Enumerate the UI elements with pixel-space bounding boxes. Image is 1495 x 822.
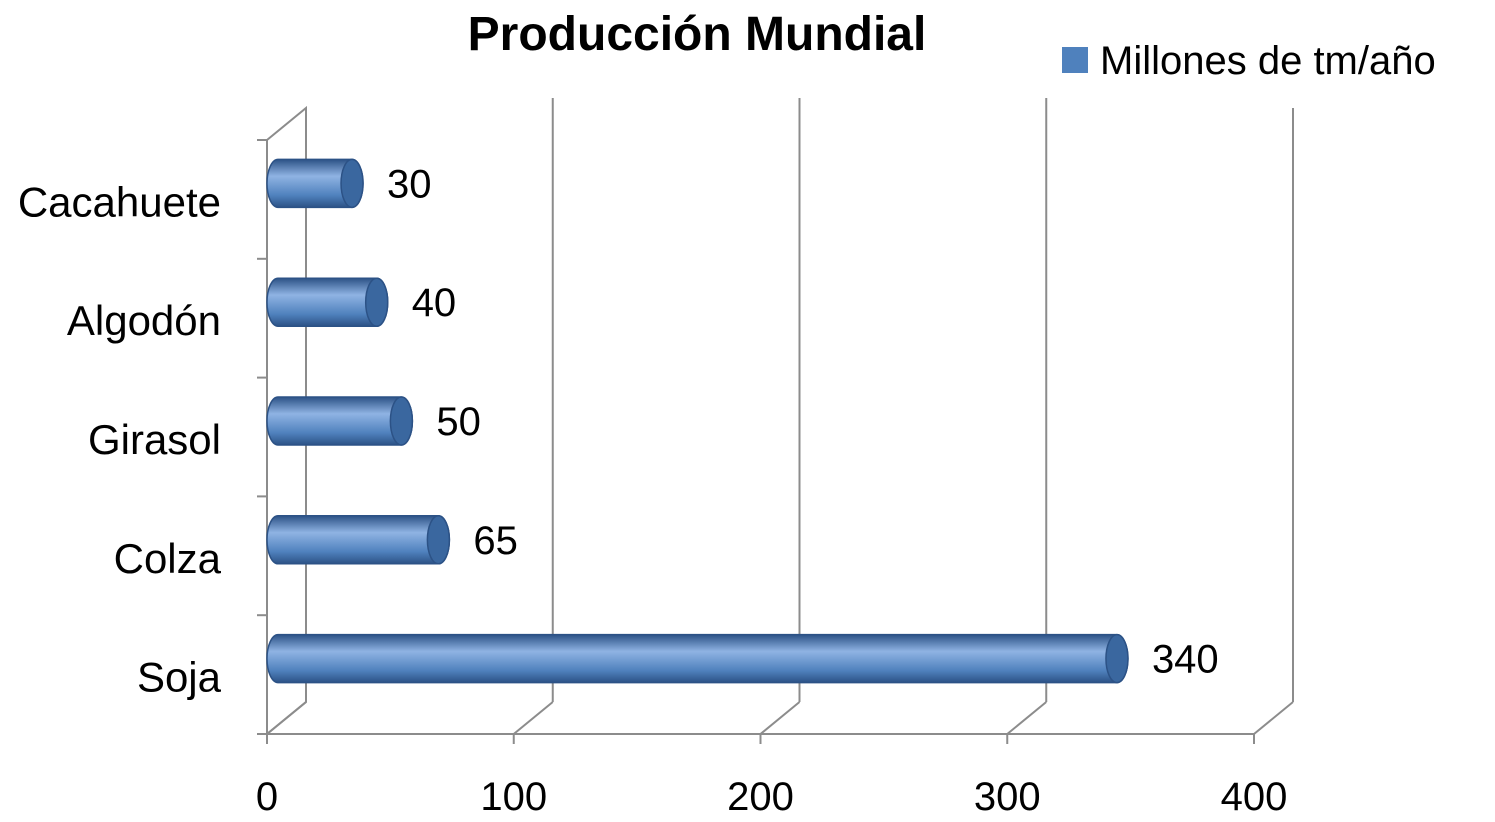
data-label: 40	[412, 281, 457, 325]
category-label: Cacahuete	[18, 178, 221, 225]
x-tick-label: 300	[974, 775, 1041, 817]
floor-gridline	[266, 701, 307, 735]
bar-cap	[1105, 633, 1129, 684]
bar-cap	[340, 158, 364, 209]
data-label: 340	[1152, 638, 1219, 682]
category-label: Girasol	[88, 416, 221, 463]
bar	[266, 515, 451, 565]
data-label: 50	[436, 400, 481, 444]
data-label: 30	[387, 162, 432, 206]
data-label: 65	[473, 519, 518, 563]
bar-cap	[364, 277, 389, 327]
floor-gridline	[513, 701, 554, 735]
x-tick-label: 400	[1221, 775, 1288, 817]
floor-gridline	[1006, 701, 1047, 735]
bar-cap	[389, 396, 414, 446]
floor-gridline	[759, 701, 801, 735]
x-tick-label: 100	[480, 775, 547, 817]
bars	[266, 158, 1129, 684]
bar-cap	[426, 515, 451, 565]
category-label: Algodón	[67, 297, 221, 344]
bar	[266, 633, 1129, 684]
grid	[257, 98, 1294, 744]
chart-title: Producción Mundial	[468, 8, 927, 61]
category-label: Colza	[114, 535, 222, 582]
floor-gridline	[1253, 701, 1294, 735]
labels: Cacahuete 30 Algodón 40 Girasol 50 Colza 65 Soja…	[18, 162, 1288, 819]
legend-swatch	[1062, 47, 1088, 73]
x-tick-label: 0	[256, 775, 278, 817]
legend-label: Millones de tm/año	[1100, 39, 1436, 83]
x-tick-label: 200	[727, 775, 794, 817]
category-label: Soja	[137, 654, 222, 701]
legend: Millones de tm/año	[1062, 39, 1436, 83]
